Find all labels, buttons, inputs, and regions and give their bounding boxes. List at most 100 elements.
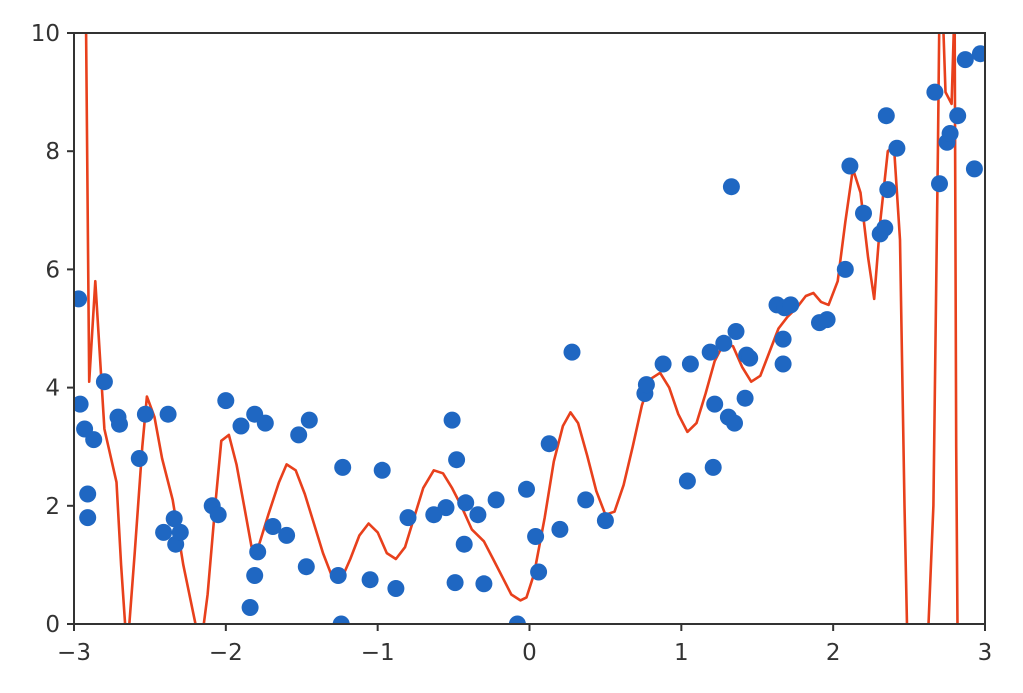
data-point xyxy=(551,520,569,538)
data-point xyxy=(727,323,745,340)
data-point xyxy=(841,157,859,175)
data-point xyxy=(736,389,754,407)
data-point xyxy=(79,509,97,527)
data-point xyxy=(877,107,895,125)
scatter-points-layer xyxy=(74,45,985,624)
data-point xyxy=(334,458,352,476)
data-point xyxy=(171,523,189,541)
x-tick-label: −3 xyxy=(57,640,91,666)
data-point xyxy=(818,311,836,329)
data-point xyxy=(782,296,800,314)
data-point xyxy=(165,510,183,528)
data-point xyxy=(527,528,545,545)
data-point xyxy=(136,405,154,423)
data-point xyxy=(332,615,350,624)
data-point xyxy=(681,355,699,373)
x-tick-label: −1 xyxy=(361,640,395,666)
data-point xyxy=(155,523,173,541)
data-point xyxy=(469,506,487,524)
data-point xyxy=(264,518,282,535)
data-point xyxy=(373,461,391,479)
data-point xyxy=(926,83,944,101)
data-point xyxy=(836,260,854,278)
series-line-layer xyxy=(84,33,959,624)
data-point xyxy=(79,485,97,503)
data-point xyxy=(876,219,894,237)
data-point xyxy=(278,526,296,544)
y-tick-label: 4 xyxy=(45,376,60,402)
data-point xyxy=(706,395,724,413)
data-point xyxy=(941,125,959,142)
data-point xyxy=(329,567,347,584)
data-point xyxy=(437,499,455,517)
data-point xyxy=(956,51,974,69)
data-point xyxy=(774,330,792,348)
y-tick-label: 8 xyxy=(45,139,60,165)
data-point xyxy=(446,574,464,592)
x-tick-label: 2 xyxy=(826,640,841,666)
data-point xyxy=(448,451,466,469)
data-point xyxy=(232,417,250,435)
data-point xyxy=(74,290,88,308)
data-point xyxy=(300,411,318,429)
data-point xyxy=(246,567,264,584)
data-point xyxy=(931,175,948,193)
y-tick-label: 0 xyxy=(45,612,60,638)
data-point xyxy=(888,139,906,157)
fit-line xyxy=(84,33,959,624)
data-point xyxy=(241,599,259,616)
data-point xyxy=(85,431,103,449)
data-point xyxy=(508,615,526,624)
data-point xyxy=(399,509,417,527)
data-point xyxy=(949,107,967,125)
data-point xyxy=(577,491,595,509)
data-point xyxy=(361,571,379,589)
data-point xyxy=(530,563,548,581)
data-point xyxy=(209,506,227,524)
data-point xyxy=(74,395,89,413)
plot-background xyxy=(74,33,985,624)
data-point xyxy=(387,580,405,597)
y-tick-label: 2 xyxy=(45,494,60,520)
data-point xyxy=(722,178,740,196)
data-point xyxy=(678,472,696,490)
y-axis: 0 2 4 6 8 10 xyxy=(31,21,74,638)
data-point xyxy=(249,543,267,561)
data-point xyxy=(95,373,113,391)
data-point xyxy=(443,411,461,429)
data-point xyxy=(297,558,315,576)
data-point xyxy=(457,494,475,512)
y-tick-label: 10 xyxy=(31,21,60,47)
data-point xyxy=(540,435,558,453)
data-point xyxy=(774,355,792,373)
data-point xyxy=(715,334,733,352)
data-point xyxy=(879,181,897,199)
data-point xyxy=(741,349,759,367)
data-point xyxy=(111,415,128,433)
x-tick-label: −2 xyxy=(209,640,243,666)
y-tick-label: 6 xyxy=(45,257,60,283)
data-point xyxy=(130,450,148,467)
x-tick-label: 0 xyxy=(522,640,537,666)
data-point xyxy=(455,535,473,553)
x-tick-label: 1 xyxy=(674,640,689,666)
data-point xyxy=(475,575,493,593)
data-point xyxy=(563,343,581,361)
data-point xyxy=(290,426,308,444)
data-point xyxy=(596,512,614,530)
data-point xyxy=(637,376,655,394)
data-point xyxy=(654,355,672,373)
data-point xyxy=(855,204,872,222)
data-point xyxy=(704,458,722,476)
x-axis: −3 −2 −1 0 1 2 3 xyxy=(57,624,992,666)
data-point xyxy=(159,405,177,423)
data-point xyxy=(965,160,983,178)
data-point xyxy=(701,343,719,361)
data-point xyxy=(217,392,235,410)
x-tick-label: 3 xyxy=(978,640,993,666)
data-point xyxy=(256,414,274,432)
data-point xyxy=(487,491,505,509)
data-point xyxy=(971,45,985,63)
data-point xyxy=(518,480,535,498)
